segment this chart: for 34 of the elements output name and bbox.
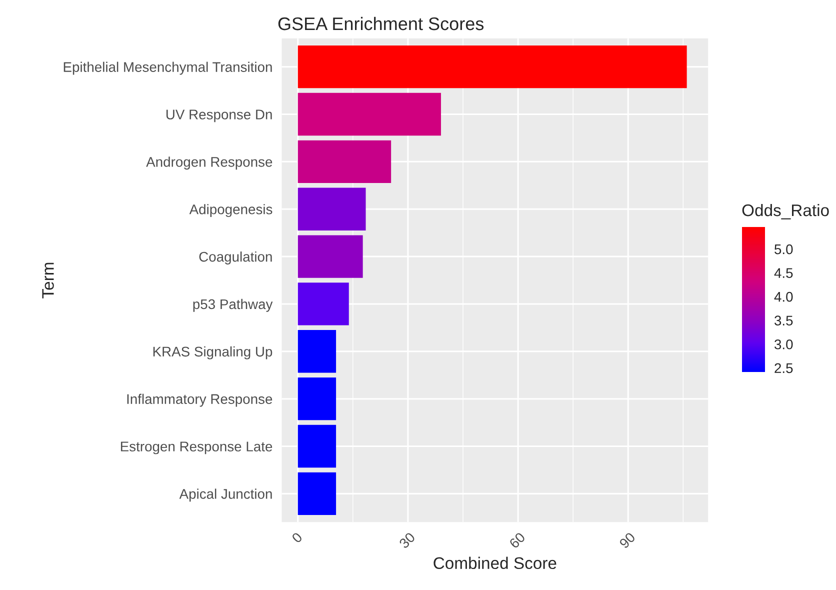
- x-axis-title: Combined Score: [434, 556, 556, 570]
- x-tick-label: 30: [398, 532, 416, 549]
- bar: [298, 188, 366, 230]
- y-tick-label: Adipogenesis: [189, 204, 272, 218]
- bar: [298, 140, 392, 184]
- y-tick-label: UV Response Dn: [166, 110, 272, 122]
- y-tick-label: Estrogen Response Late: [120, 442, 272, 454]
- y-tick-label: p53 Pathway: [193, 298, 273, 312]
- bar: [298, 377, 336, 420]
- y-tick-label: Epithelial Mesenchymal Transition: [64, 62, 272, 75]
- color-bar-label: 4.5: [774, 268, 793, 278]
- y-axis-title: Term: [42, 262, 54, 298]
- bar: [298, 424, 336, 468]
- y-tick-label: KRAS Signaling Up: [153, 346, 272, 360]
- color-bar-label: 3.5: [774, 316, 793, 326]
- bar: [298, 92, 441, 136]
- x-tick-label: 90: [618, 532, 636, 549]
- color-bar-title: Odds_Ratio: [742, 204, 829, 220]
- bar: [298, 282, 349, 326]
- bar: [298, 45, 687, 88]
- y-tick-label: Inflammatory Response: [127, 394, 272, 407]
- y-tick-label: Apical Junction: [179, 488, 272, 502]
- color-bar-label: 3.0: [774, 339, 793, 350]
- color-bar-label: 5.0: [774, 244, 793, 254]
- color-bar-label: 2.5: [774, 363, 793, 374]
- x-tick-label: 0: [291, 532, 303, 544]
- bar: [298, 235, 363, 278]
- chart-title: GSEA Enrichment Scores: [278, 16, 484, 30]
- y-tick-label: Androgen Response: [146, 156, 272, 170]
- x-tick-label: 60: [508, 532, 526, 549]
- bar: [298, 330, 336, 373]
- bar: [298, 472, 336, 516]
- color-bar-label: 4.0: [774, 292, 793, 302]
- y-tick-label: Coagulation: [199, 252, 272, 264]
